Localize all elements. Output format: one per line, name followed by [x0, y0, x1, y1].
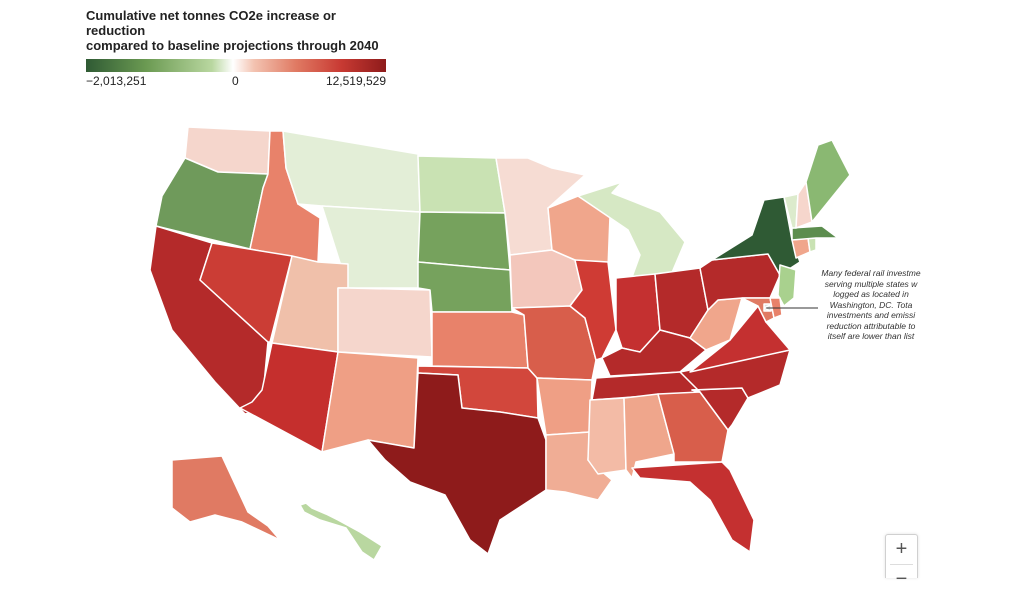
state-RI[interactable] [807, 237, 817, 253]
annotation-arrowhead [763, 304, 771, 312]
state-AR[interactable] [536, 377, 593, 436]
zoom-control: + − [885, 534, 918, 590]
state-KS[interactable] [431, 311, 529, 369]
state-HI[interactable] [299, 502, 383, 561]
state-AK[interactable] [171, 455, 281, 541]
legend-zero-label: 0 [232, 74, 239, 88]
state-MA[interactable] [791, 225, 839, 241]
state-MS[interactable] [587, 397, 627, 475]
legend-color-ramp [86, 59, 386, 72]
legend-title-line-2: compared to baseline projections through… [86, 38, 379, 53]
legend-title-line-1: Cumulative net tonnes CO2e increase or r… [86, 8, 336, 38]
annotation-line: reduction attributable to [826, 320, 916, 331]
annotation-line: logged as located in [833, 289, 909, 299]
legend-title: Cumulative net tonnes CO2e increase or r… [86, 8, 396, 53]
state-NC[interactable] [679, 349, 791, 399]
annotation-line: Washington, DC. Tota [829, 299, 913, 310]
dc-annotation: Many federal rail investme serving multi… [820, 268, 922, 342]
legend-max-label: 12,519,529 [325, 74, 386, 88]
legend-min-label: −2,013,251 [86, 74, 147, 88]
state-NM[interactable] [321, 351, 419, 453]
annotation-line: investments and emissi [826, 310, 916, 320]
legend: Cumulative net tonnes CO2e increase or r… [86, 8, 396, 88]
zoom-divider [890, 564, 913, 565]
annotation-line: serving multiple states w [824, 278, 918, 289]
zoom-out-button[interactable]: − [895, 568, 908, 590]
zoom-in-button[interactable]: + [895, 538, 908, 560]
state-FL[interactable] [631, 461, 755, 553]
us-map [149, 126, 851, 561]
state-CO[interactable] [337, 287, 433, 358]
annotation-line: itself are lower than list [827, 331, 915, 341]
state-NJ[interactable] [777, 264, 797, 307]
state-SD[interactable] [417, 211, 511, 271]
state-CT[interactable] [791, 237, 811, 259]
state-ME[interactable] [805, 139, 851, 223]
state-NE[interactable] [417, 261, 513, 313]
state-IL[interactable] [569, 259, 617, 361]
state-MI[interactable] [577, 181, 686, 289]
state-NV[interactable] [199, 242, 293, 343]
state-TX[interactable] [367, 372, 547, 555]
state-MT[interactable] [282, 130, 421, 213]
state-ND[interactable] [417, 155, 506, 214]
annotation-line: Many federal rail investme [821, 268, 921, 278]
